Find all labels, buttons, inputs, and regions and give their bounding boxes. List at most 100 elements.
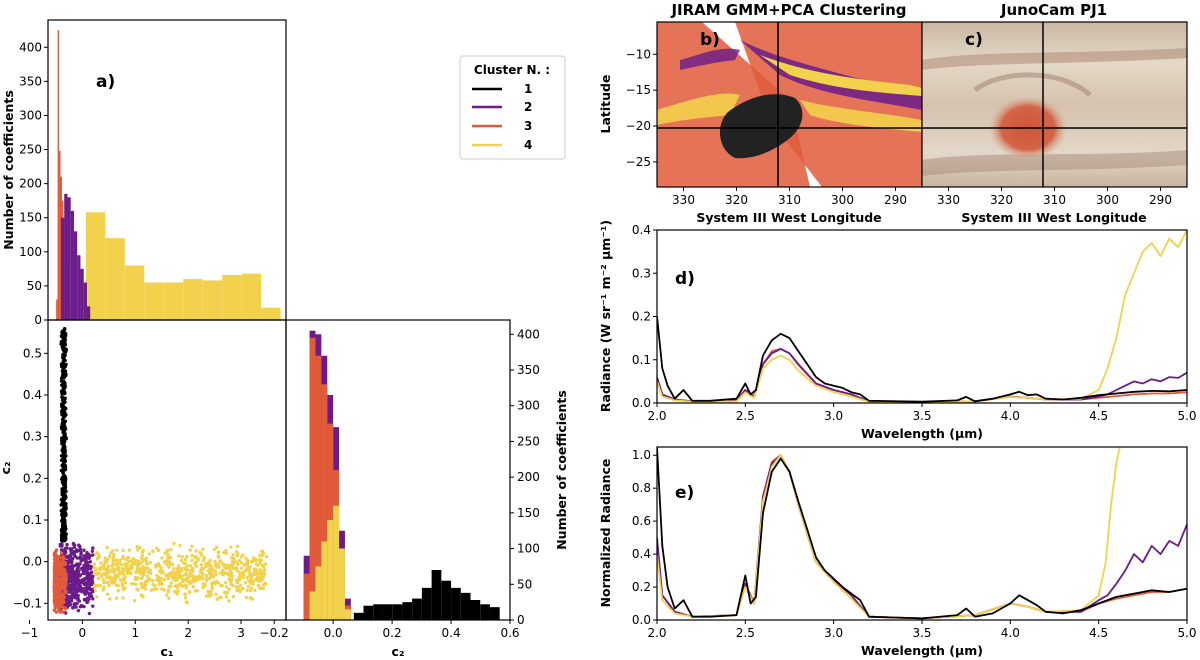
- point-cluster-4: [253, 588, 257, 592]
- point-cluster-4: [194, 549, 198, 553]
- point-cluster-2: [66, 598, 70, 603]
- point-cluster-1: [64, 512, 68, 517]
- point-cluster-4: [246, 565, 250, 569]
- point-cluster-4: [116, 589, 120, 593]
- e-y-axis-label: Normalized Radiance: [598, 459, 613, 608]
- y-tick-label: 0.0: [632, 613, 651, 627]
- point-cluster-4: [181, 579, 185, 584]
- point-cluster-2: [85, 550, 89, 555]
- point-cluster-4: [193, 554, 198, 558]
- scatter-y-axis-label: c₂: [0, 462, 13, 475]
- point-cluster-3: [63, 562, 67, 567]
- bar-cluster-4: [261, 307, 281, 320]
- c2-y-axis-label: Number of coefficients: [554, 390, 569, 550]
- panel-b: 330 320 310 300 290 −10 −15 −20 −25 JIRAM GMM+P…: [598, 1, 923, 225]
- point-cluster-1: [62, 529, 66, 534]
- point-cluster-4: [206, 589, 210, 594]
- panel-c2-histogram: −0.2 0.0 0.2 0.4 0.6 0 50 100 150 200 250 300 350 40…: [260, 319, 569, 659]
- point-cluster-3: [52, 584, 57, 588]
- bar-cluster-4: [183, 279, 203, 320]
- b-y-axis-label: Latitude: [598, 75, 613, 134]
- point-cluster-4: [230, 565, 235, 570]
- point-cluster-3: [53, 550, 58, 554]
- point-cluster-4: [120, 562, 124, 567]
- c2-histogram-bars: [303, 330, 500, 620]
- point-cluster-2: [73, 555, 78, 559]
- point-cluster-4: [205, 578, 209, 583]
- point-cluster-1: [64, 406, 68, 411]
- legend-label-4: 4: [524, 138, 532, 152]
- bar-cluster-4: [344, 609, 351, 620]
- point-cluster-4: [136, 569, 140, 574]
- point-cluster-2: [69, 603, 73, 607]
- point-cluster-1: [60, 395, 64, 399]
- bar-cluster-2: [73, 231, 78, 320]
- point-cluster-4: [224, 548, 228, 553]
- point-cluster-4: [135, 564, 140, 569]
- point-cluster-4: [109, 575, 113, 579]
- bar-cluster-1: [373, 604, 383, 620]
- point-cluster-4: [155, 578, 159, 582]
- point-cluster-4: [185, 600, 189, 605]
- point-cluster-4: [202, 557, 206, 561]
- c-belt-2: [922, 150, 1187, 176]
- point-cluster-4: [209, 571, 213, 575]
- point-cluster-4: [183, 566, 187, 570]
- point-cluster-4: [149, 588, 154, 592]
- point-cluster-4: [213, 559, 217, 564]
- point-cluster-3: [52, 574, 57, 578]
- point-cluster-1: [61, 430, 65, 434]
- point-cluster-2: [76, 577, 80, 582]
- point-cluster-4: [204, 573, 209, 578]
- b-panel-label: b): [700, 30, 720, 50]
- bar-cluster-4: [202, 280, 223, 320]
- point-cluster-4: [125, 571, 130, 576]
- point-cluster-4: [105, 592, 110, 596]
- x-tick-label: −0.2: [260, 626, 289, 640]
- panel-a: 0 50 100 150 200 250 300 350 400 a) Number of co…: [1, 19, 287, 327]
- point-cluster-4: [134, 582, 138, 587]
- point-cluster-4: [121, 587, 125, 592]
- bar-cluster-2: [77, 255, 81, 320]
- panel-d: 2.0 2.5 3.0 3.5 4.0 4.5 5.0 0.0 0.1 0.2 0.3 0.4 d)…: [598, 220, 1197, 441]
- point-cluster-4: [160, 582, 164, 586]
- point-cluster-4: [263, 581, 268, 585]
- point-cluster-4: [188, 574, 192, 579]
- point-cluster-4: [144, 579, 149, 583]
- bar-cluster-1: [480, 604, 490, 620]
- point-cluster-4: [167, 565, 171, 569]
- point-cluster-4: [248, 588, 253, 593]
- point-cluster-4: [140, 553, 144, 557]
- point-cluster-4: [99, 561, 103, 565]
- b-map-image: [657, 22, 922, 187]
- a-y-axis-label: Number of coefficients: [1, 90, 16, 250]
- point-cluster-3: [60, 600, 65, 605]
- point-cluster-4: [239, 561, 244, 565]
- scatter-points: [52, 327, 269, 616]
- point-cluster-4: [140, 585, 144, 590]
- point-cluster-4: [182, 573, 187, 577]
- y-tick-label: 50: [27, 279, 42, 293]
- x-tick-label: 330: [937, 193, 960, 207]
- x-tick-label: 310: [1043, 193, 1066, 207]
- point-cluster-4: [143, 587, 147, 591]
- point-cluster-4: [110, 567, 115, 571]
- point-cluster-4: [188, 548, 192, 552]
- point-cluster-4: [261, 551, 265, 556]
- point-cluster-4: [239, 555, 243, 559]
- point-cluster-4: [237, 575, 241, 580]
- point-cluster-4: [178, 570, 182, 574]
- bar-cluster-3: [56, 299, 58, 320]
- point-cluster-4: [175, 586, 180, 590]
- point-cluster-2: [84, 553, 89, 557]
- point-cluster-4: [148, 577, 152, 582]
- bar-cluster-1: [392, 604, 403, 620]
- point-cluster-4: [121, 596, 125, 600]
- bar-cluster-4: [163, 282, 184, 320]
- point-cluster-2: [78, 562, 82, 566]
- point-cluster-4: [168, 555, 173, 559]
- point-cluster-4: [235, 585, 239, 589]
- point-cluster-4: [174, 577, 179, 581]
- legend-label-1: 1: [524, 82, 532, 96]
- point-cluster-4: [207, 594, 212, 598]
